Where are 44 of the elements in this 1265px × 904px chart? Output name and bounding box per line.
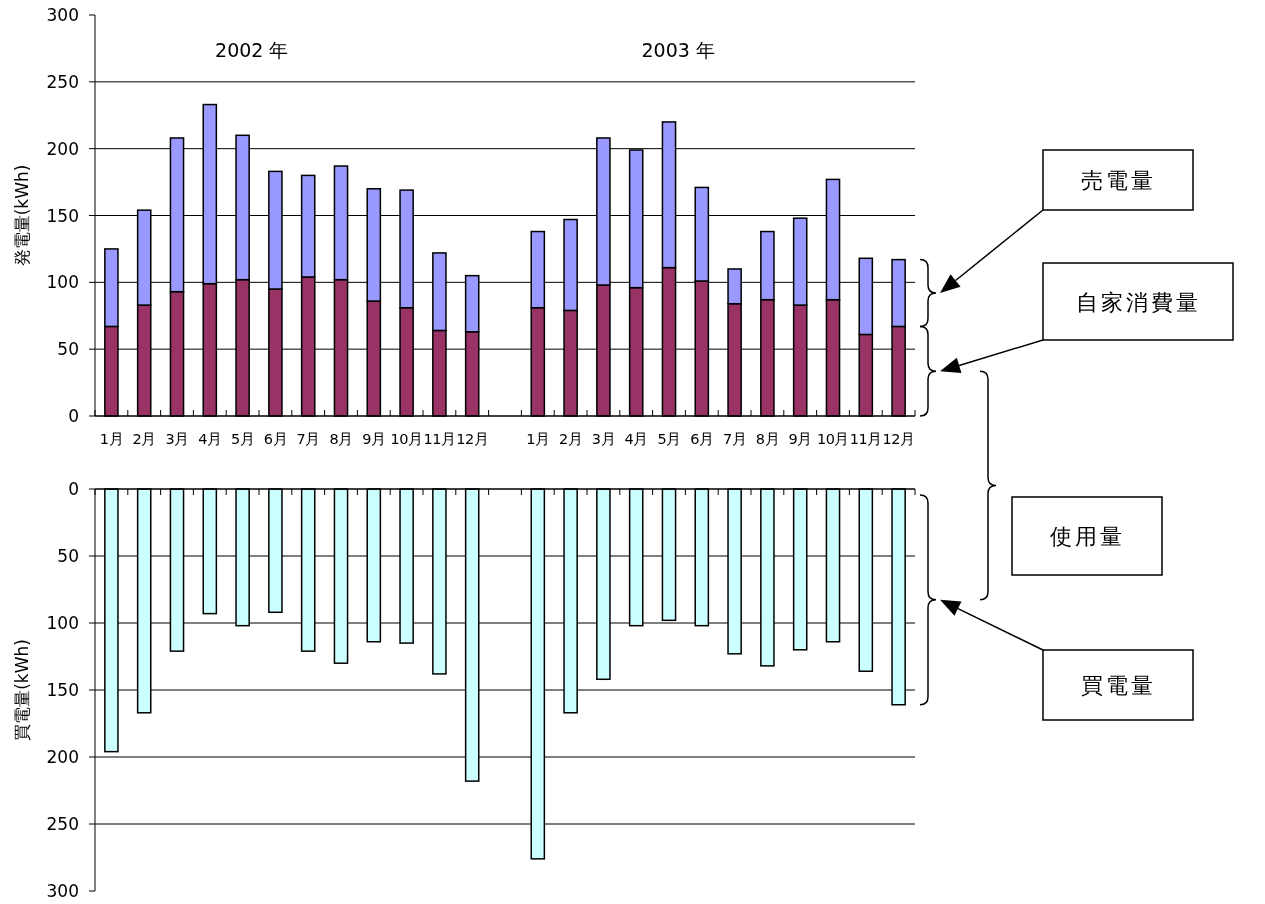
x-tick-label: 9月	[788, 431, 812, 447]
x-tick-label: 11月	[849, 431, 882, 447]
y-tick-label: 0	[68, 406, 79, 426]
y-tick-label: 50	[57, 546, 79, 566]
y-tick-label: 150	[46, 680, 79, 700]
callout-total: 使用量	[1011, 496, 1163, 576]
x-tick-label: 6月	[690, 431, 714, 447]
x-tick-label: 10月	[390, 431, 423, 447]
x-tick-label: 4月	[624, 431, 648, 447]
y-axis-title: 買電量(kWh)	[12, 639, 32, 741]
callout-b0: 買電量	[1042, 649, 1194, 721]
x-tick-label: 5月	[230, 431, 255, 447]
x-tick-label: 12月	[456, 431, 489, 447]
x-tick-label: 7月	[722, 431, 747, 447]
x-tick-label: 7月	[296, 431, 320, 447]
x-tick-label: 10月	[817, 431, 849, 447]
x-tick-label: 2月	[132, 431, 156, 447]
x-tick-label: 11月	[423, 431, 456, 447]
y-tick-label: 100	[46, 272, 79, 293]
y-tick-label: 150	[46, 205, 79, 226]
y-tick-label: 300	[46, 881, 79, 901]
y-tick-label: 0	[68, 479, 79, 499]
y-tick-label: 200	[46, 747, 79, 767]
y-tick-label: 250	[46, 814, 79, 834]
x-tick-label: 6月	[263, 431, 288, 447]
x-tick-label: 1月	[99, 431, 124, 447]
x-tick-label: 3月	[591, 431, 616, 447]
y-tick-label: 300	[46, 5, 79, 25]
x-tick-label: 5月	[657, 431, 681, 447]
x-tick-label: 3月	[165, 431, 189, 447]
x-tick-label: 9月	[362, 431, 386, 447]
annotation: 2002 年	[215, 39, 289, 61]
x-tick-label: 2月	[558, 431, 583, 447]
x-tick-label: 12月	[882, 431, 915, 447]
x-tick-label: 4月	[198, 431, 222, 447]
y-tick-label: 250	[46, 71, 79, 92]
x-tick-label: 1月	[526, 431, 550, 447]
y-axis-title: 発電量(kWh)	[12, 164, 32, 267]
y-tick-label: 50	[57, 339, 79, 360]
y-tick-label: 100	[46, 613, 79, 633]
x-tick-label: 8月	[755, 431, 780, 447]
annotation: 2003 年	[641, 39, 715, 61]
x-tick-label: 8月	[329, 431, 353, 447]
y-tick-label: 200	[46, 138, 79, 159]
